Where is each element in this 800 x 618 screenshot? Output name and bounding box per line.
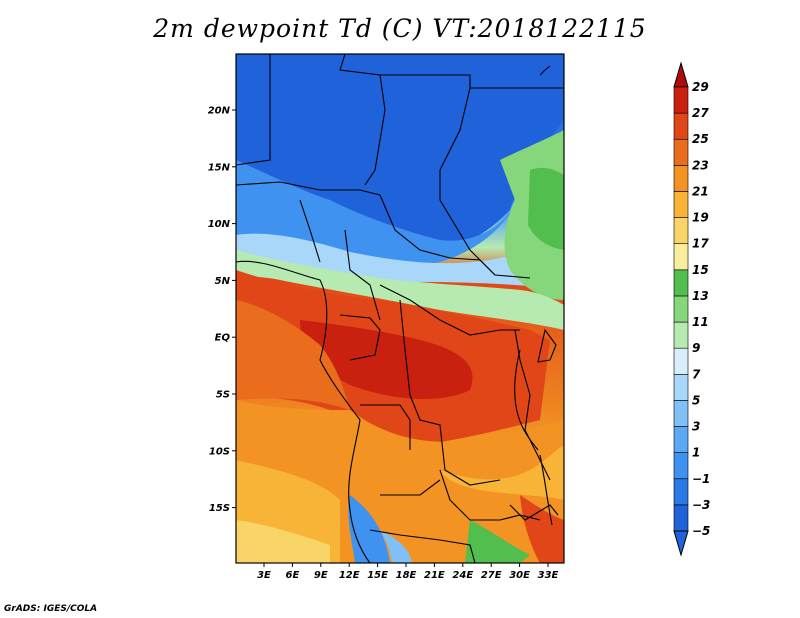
lon-label: 3E	[257, 570, 271, 581]
lon-label: 6E	[286, 570, 300, 581]
colorbar-label: −3	[692, 498, 710, 512]
colorbar-label: 13	[692, 289, 709, 303]
colorbar-bin	[673, 138, 689, 166]
colorbar-bin	[673, 347, 689, 375]
colorbar-bin	[673, 269, 689, 297]
dewpoint-field	[236, 54, 564, 563]
colorbar-bin	[673, 321, 689, 349]
lon-label: 33E	[538, 570, 559, 581]
colorbar-label: 29	[692, 80, 709, 94]
latitude-axis: 20N 15N 10N 5N EQ 5S 10S 15S	[208, 106, 236, 514]
colorbar-label: 23	[692, 158, 709, 172]
colorbar-label: 25	[692, 132, 709, 146]
lon-label: 21E	[424, 570, 445, 581]
colorbar-label: −5	[692, 524, 710, 538]
lon-label: 30E	[509, 570, 530, 581]
colorbar-bin	[673, 504, 689, 532]
colorbar-label: −1	[692, 472, 710, 486]
lat-label: 10S	[209, 446, 230, 457]
colorbar-label: 21	[692, 184, 709, 198]
lat-label: 15S	[209, 503, 230, 514]
lon-label: 9E	[314, 570, 328, 581]
colorbar-label: 27	[692, 106, 709, 120]
colorbar-bin	[673, 191, 689, 218]
grads-credit: GrADS: IGES/COLA	[4, 604, 98, 614]
colorbar-label: 19	[692, 211, 709, 225]
colorbar-label: 9	[692, 341, 700, 355]
colorbar-label: 5	[692, 393, 700, 407]
colorbar-bin	[673, 478, 689, 506]
lat-label: 10N	[208, 219, 231, 230]
colorbar-arrow-bottom	[673, 530, 689, 557]
colorbar-bin	[673, 295, 689, 323]
longitude-axis: 3E 6E 9E 12E 15E 18E 21E 24E 27E 30E 33E	[257, 563, 559, 581]
colorbar-bin	[673, 452, 689, 480]
lon-label: 24E	[452, 570, 473, 581]
map-frame	[235, 53, 565, 564]
colorbar-label: 17	[692, 237, 709, 251]
lon-label: 18E	[396, 570, 417, 581]
lat-label: EQ	[215, 333, 231, 344]
colorbar-bin	[673, 86, 689, 114]
colorbar-label: 1	[692, 446, 700, 460]
colorbar-bin	[673, 373, 689, 401]
lat-label: 5N	[215, 276, 231, 287]
colorbar-label: 15	[692, 263, 709, 277]
colorbar-bin	[673, 243, 689, 271]
colorbar-label: 7	[692, 367, 701, 381]
colorbar-label: 3	[692, 420, 700, 434]
country-borders	[236, 54, 564, 563]
lat-label: 20N	[208, 106, 231, 117]
lon-label: 15E	[367, 570, 388, 581]
map-title: 2m dewpoint Td (C) VT:2018122115	[153, 14, 647, 43]
colorbar-bin	[673, 217, 689, 245]
colorbar-bin	[673, 426, 689, 453]
colorbar-bin	[673, 165, 689, 192]
colorbar-arrow-top	[673, 61, 689, 88]
colorbar-bin	[673, 400, 689, 427]
colorbar-bin	[673, 112, 689, 140]
colorbar-label: 11	[692, 315, 709, 329]
lon-label: 12E	[339, 570, 360, 581]
lat-label: 15N	[208, 162, 231, 173]
lat-label: 5S	[216, 390, 230, 401]
lon-label: 27E	[481, 570, 502, 581]
